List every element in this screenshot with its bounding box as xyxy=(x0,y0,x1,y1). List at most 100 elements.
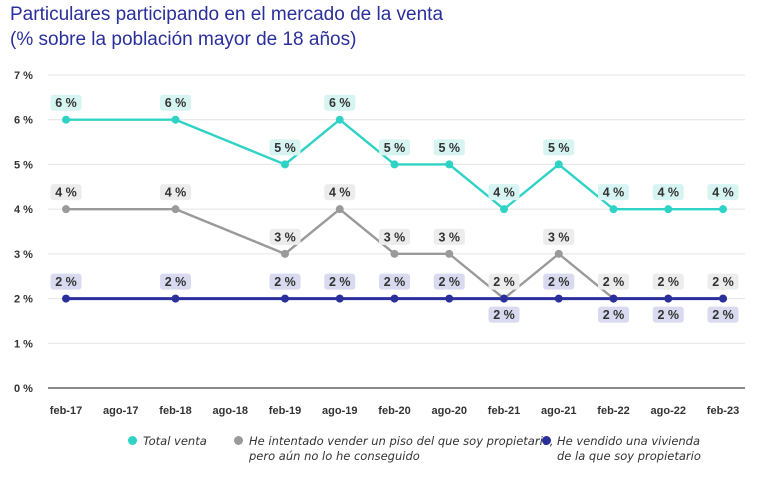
y-tick-label: 4 % xyxy=(14,204,33,216)
series-points xyxy=(62,115,727,303)
data-label-background xyxy=(160,184,191,201)
data-point xyxy=(390,160,399,169)
data-label-background xyxy=(433,273,465,290)
legend-item-intentado-vender: He intentado vender un piso del que soy … xyxy=(234,434,553,464)
data-label-background xyxy=(707,273,739,290)
data-point xyxy=(335,205,344,214)
data-label: 2 % xyxy=(50,273,82,290)
data-label: 2 % xyxy=(379,273,410,290)
data-label-text: 5 % xyxy=(384,141,406,155)
data-label-text: 2 % xyxy=(657,308,679,322)
data-point xyxy=(281,160,289,169)
data-label-background xyxy=(433,139,465,156)
axes: 0 % 1 % 2 % 3 % 4 % 5 % 6 % 7 % feb-17 ago-17 feb-… xyxy=(14,70,745,417)
data-label-background xyxy=(379,228,410,245)
data-point xyxy=(719,294,727,303)
y-tick-label: 7 % xyxy=(14,70,33,82)
x-tick-label: ago-19 xyxy=(322,405,357,417)
x-tick-label: feb-20 xyxy=(378,405,410,417)
data-label: 6 % xyxy=(50,94,82,111)
data-label: 5 % xyxy=(269,139,301,156)
data-label: 5 % xyxy=(543,139,575,156)
data-label: 5 % xyxy=(379,139,410,156)
data-label-background xyxy=(50,184,82,201)
data-label: 6 % xyxy=(160,94,191,111)
data-point xyxy=(62,205,70,214)
data-label-background xyxy=(160,94,191,111)
x-tick-label: feb-23 xyxy=(707,405,739,417)
data-label-background xyxy=(543,139,575,156)
y-tick-label: 0 % xyxy=(14,383,33,395)
data-label-text: 2 % xyxy=(165,275,187,289)
data-point xyxy=(171,294,180,303)
data-labels: 4 % 4 % 3 % 4 % 3 % 3 % 2 % 3 % 2 % 2 % 2 % 2 % 2 % 2… xyxy=(50,94,739,323)
y-tick-label: 6 % xyxy=(14,115,33,127)
data-label-background xyxy=(488,306,520,323)
data-label: 4 % xyxy=(160,184,191,201)
data-label-background xyxy=(269,228,301,245)
data-label-text: 4 % xyxy=(55,186,77,200)
data-label-background xyxy=(379,273,410,290)
data-label-text: 2 % xyxy=(712,275,734,289)
data-point xyxy=(62,294,70,303)
data-point xyxy=(609,205,618,214)
legend-label-vendido-vivienda-line-1: He vendido una vivienda xyxy=(557,434,701,448)
data-label-background xyxy=(652,184,684,201)
data-label-text: 2 % xyxy=(274,275,296,289)
x-tick-label: ago-18 xyxy=(213,405,248,417)
data-point xyxy=(500,294,508,303)
data-label-background xyxy=(652,273,684,290)
data-label-text: 2 % xyxy=(438,275,460,289)
data-label-text: 4 % xyxy=(657,186,679,200)
data-label-background xyxy=(598,184,629,201)
data-label-text: 2 % xyxy=(603,275,625,289)
data-label-background xyxy=(50,94,82,111)
data-point xyxy=(335,294,344,303)
data-label-text: 2 % xyxy=(548,275,570,289)
data-label-text: 5 % xyxy=(438,141,460,155)
data-point xyxy=(445,294,454,303)
data-label: 2 % xyxy=(707,273,739,290)
data-label: 2 % xyxy=(488,273,520,290)
data-label: 4 % xyxy=(707,184,739,201)
data-label-background xyxy=(324,273,356,290)
data-label: 3 % xyxy=(269,228,301,245)
data-label-text: 2 % xyxy=(603,308,625,322)
data-label: 4 % xyxy=(324,184,356,201)
data-label: 4 % xyxy=(652,184,684,201)
data-label-text: 4 % xyxy=(329,186,351,200)
legend-label-total-venta: Total venta xyxy=(143,434,207,448)
data-label: 2 % xyxy=(488,306,520,323)
data-label-background xyxy=(324,184,356,201)
data-label-text: 2 % xyxy=(493,275,515,289)
data-label-text: 2 % xyxy=(493,308,515,322)
data-point xyxy=(609,294,618,303)
y-tick-label: 1 % xyxy=(14,338,33,350)
data-label-text: 4 % xyxy=(493,186,515,200)
data-point xyxy=(171,115,180,124)
data-point xyxy=(281,294,289,303)
data-label: 6 % xyxy=(324,94,356,111)
legend-label-vendido-vivienda: He vendido una vivienda de la que soy pro… xyxy=(557,434,701,464)
x-tick-label: ago-21 xyxy=(541,405,576,417)
data-point xyxy=(500,205,508,214)
data-point xyxy=(390,249,399,258)
data-label-background xyxy=(707,306,739,323)
data-point xyxy=(390,294,399,303)
legend-label-intentado-vender: He intentado vender un piso del que soy … xyxy=(249,434,553,464)
data-label: 3 % xyxy=(379,228,410,245)
data-label-background xyxy=(379,139,410,156)
data-label: 2 % xyxy=(160,273,191,290)
data-point xyxy=(281,249,289,258)
x-tick-label: feb-18 xyxy=(159,405,191,417)
data-label-background xyxy=(598,306,629,323)
data-label-background xyxy=(543,228,575,245)
data-point xyxy=(554,294,563,303)
legend-label-intentado-vender-line-1: He intentado vender un piso del que soy … xyxy=(249,434,554,448)
data-label: 3 % xyxy=(543,228,575,245)
chart-title-line-2: (% sobre la población mayor de 18 años) xyxy=(10,29,357,50)
y-tick-label: 2 % xyxy=(14,294,33,306)
data-point xyxy=(664,294,673,303)
data-point xyxy=(554,160,563,169)
